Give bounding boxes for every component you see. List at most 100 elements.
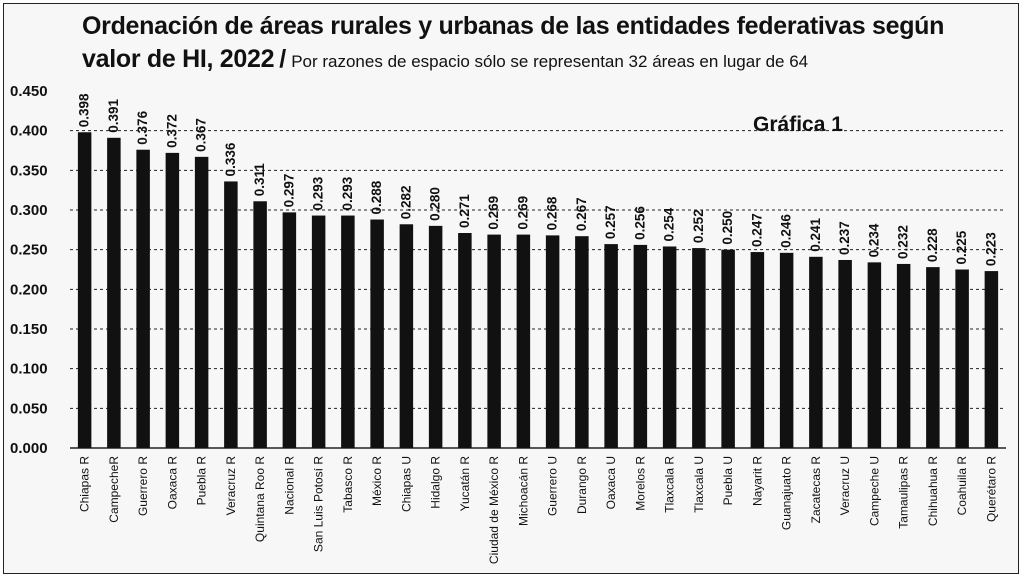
bar: [107, 137, 121, 448]
bar-value-label: 0.237: [837, 221, 852, 255]
x-tick-label: Nacional R: [282, 456, 296, 515]
bar-value-label: 0.297: [281, 174, 296, 208]
chart-title-line2: valor de HI, 2022/Por razones de espacio…: [82, 45, 808, 74]
bar-value-label: 0.293: [340, 176, 355, 210]
bar-value-label: 0.257: [603, 205, 618, 239]
x-tick-label: Puebla U: [721, 456, 735, 505]
bar-value-label: 0.398: [77, 93, 92, 127]
bar: [984, 271, 999, 448]
bar: [136, 149, 150, 448]
x-tick-label: Chiapas R: [78, 456, 92, 512]
bar-value-label: 0.336: [223, 142, 238, 176]
bars: [77, 132, 999, 448]
x-tick-label: Chihuahua R: [926, 456, 940, 526]
bar-value-label: 0.311: [252, 163, 267, 197]
x-tick-label: Chiapas U: [399, 456, 413, 512]
x-tick-label: Michoacán R: [516, 456, 530, 526]
bar-value-label: 0.246: [779, 214, 794, 248]
bar-value-label: 0.288: [369, 180, 384, 214]
bar-value-label: 0.376: [135, 110, 150, 144]
x-tick-label: Puebla R: [195, 456, 209, 506]
y-tick-label: 0.150: [10, 321, 48, 338]
x-tick-label: Oaxaca R: [165, 456, 179, 510]
x-tick-label: San Luis Potosí R: [312, 456, 326, 552]
chart-annotation: Gráfica 1: [753, 113, 843, 136]
bar-value-label: 0.252: [691, 209, 706, 243]
bar: [604, 244, 618, 448]
x-tick-label: Yucatán R: [458, 456, 472, 512]
bar-value-label: 0.256: [632, 206, 647, 240]
y-tick-label: 0.250: [10, 242, 48, 259]
bar-value-label: 0.250: [720, 211, 735, 245]
chart-title-year: valor de HI, 2022: [82, 45, 275, 73]
bar: [692, 248, 706, 448]
bar-value-label: 0.232: [896, 225, 911, 259]
y-tick-label: 0.350: [10, 162, 48, 179]
y-tick-label: 0.450: [10, 83, 48, 100]
bar: [165, 152, 180, 448]
x-tick-label: México R: [370, 456, 384, 506]
x-axis-ticks: Chiapas R CampecheR Guerrero R Oaxaca R Pueb…: [78, 456, 999, 564]
bar-value-label: 0.372: [164, 114, 179, 148]
x-tick-label: Coahuila R: [955, 456, 969, 516]
bar: [545, 235, 560, 448]
bar: [955, 269, 969, 448]
bar: [750, 252, 765, 448]
bar-value-label: 0.247: [749, 213, 764, 247]
x-tick-label: Querétaro R: [984, 456, 998, 522]
bar-value-label: 0.234: [866, 223, 881, 257]
x-tick-label: Hidalgo R: [429, 456, 443, 509]
y-tick-label: 0.200: [10, 281, 48, 298]
bar: [721, 249, 735, 448]
bar: [838, 259, 852, 448]
bar: [487, 234, 501, 448]
x-tick-label: Quintana Roo R: [253, 456, 267, 542]
bar: [809, 256, 823, 448]
bar: [194, 156, 209, 448]
bar: [575, 236, 589, 448]
x-tick-label: Tlaxcala U: [692, 456, 706, 513]
x-tick-label: Zacatecas R: [809, 456, 823, 524]
bar: [633, 244, 648, 448]
bar: [370, 219, 384, 448]
bar-value-label: 0.271: [457, 194, 472, 228]
bar: [662, 246, 677, 448]
bar: [867, 262, 882, 448]
x-tick-label: Ciudad de México R: [487, 456, 501, 564]
bar-value-label: 0.269: [515, 196, 530, 230]
bar: [896, 263, 911, 448]
bar: [428, 225, 443, 448]
y-tick-label: 0.300: [10, 202, 48, 219]
bar-value-label: 0.391: [106, 99, 121, 133]
x-tick-label: Tabasco R: [341, 456, 355, 513]
bar: [77, 132, 92, 448]
bar-value-label: 0.267: [574, 197, 589, 231]
chart-subtitle: Por razones de espacio sólo se represent…: [291, 52, 809, 71]
bar: [253, 201, 267, 448]
bar: [779, 252, 794, 448]
x-tick-label: Tamaulipas R: [897, 456, 911, 529]
y-tick-label: 0.100: [10, 361, 48, 378]
x-tick-label: Veracruz U: [838, 456, 852, 515]
bar-value-label: 0.367: [194, 118, 209, 152]
x-tick-label: Veracruz R: [224, 456, 238, 516]
y-axis-ticks: 0.000 0.050 0.100 0.150 0.200 0.250 0.300 0.350…: [10, 83, 48, 457]
x-tick-label: Guerrero R: [136, 456, 150, 516]
bar-value-label: 0.241: [808, 218, 823, 252]
bar-value-label: 0.254: [662, 207, 677, 241]
chart-title: Ordenación de áreas rurales y urbanas de…: [82, 12, 945, 40]
x-tick-label: Guanajuato R: [780, 456, 794, 530]
y-tick-label: 0.050: [10, 400, 48, 417]
bar: [224, 181, 238, 448]
title-separator: /: [279, 45, 287, 73]
x-tick-label: Morelos R: [633, 456, 647, 511]
y-tick-label: 0.400: [10, 123, 48, 140]
bar-value-label: 0.225: [954, 230, 969, 264]
bar: [311, 215, 326, 448]
bar: [341, 215, 355, 448]
bar-value-label: 0.228: [925, 228, 940, 262]
x-tick-label: Guerrero U: [546, 456, 560, 516]
x-tick-label: Durango R: [575, 456, 589, 514]
bar: [399, 224, 414, 448]
